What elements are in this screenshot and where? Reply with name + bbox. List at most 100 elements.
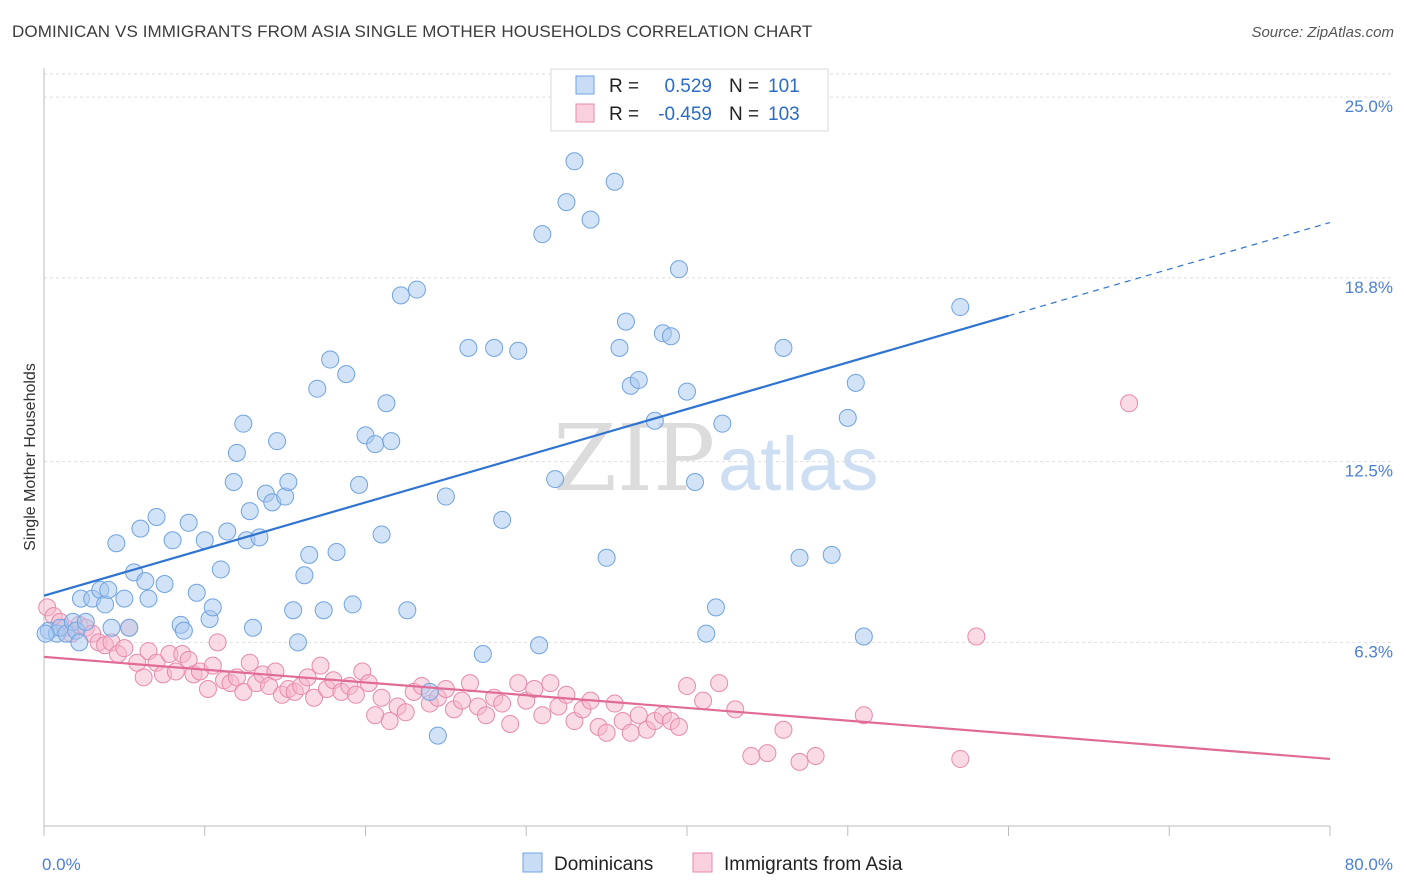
dominicans-point-15: [115, 589, 134, 608]
dominicans-point-12: [99, 580, 118, 599]
legend-r-label-1: R =: [609, 104, 639, 125]
dominicans-point-59: [377, 394, 396, 413]
dominicans-point-72: [530, 636, 549, 655]
dominicans-point-50: [314, 601, 333, 620]
immigrants-point-43: [311, 656, 330, 675]
grid-lines: [44, 73, 1394, 643]
watermark-zip: ZIP: [553, 405, 715, 512]
immigrants-point-71: [525, 679, 544, 698]
legend-r-value-0: 0.529: [664, 76, 712, 97]
dominicans-point-39: [250, 528, 269, 547]
immigrants-point-91: [694, 691, 713, 710]
dominicans-point-11: [96, 595, 115, 614]
dominicans-point-46: [288, 633, 307, 652]
dominicans-point-47: [295, 566, 314, 585]
legend-n-label-1: N =: [729, 104, 759, 125]
immigrants-point-68: [501, 714, 520, 733]
dominicans-point-99: [951, 298, 970, 317]
legend-r-value-1: -0.459: [658, 104, 712, 125]
bottom-legend-label-immigrants: Immigrants from Asia: [724, 854, 903, 875]
series-legend: Dominicans Immigrants from Asia: [522, 852, 903, 875]
dominicans-point-94: [790, 548, 809, 567]
dominicans-point-88: [678, 382, 696, 401]
dominicans-point-66: [436, 487, 455, 506]
immigrants-point-75: [557, 685, 576, 704]
dominicans-point-49: [308, 379, 327, 398]
dominicans-point-57: [366, 435, 385, 454]
dominicans-point-42: [268, 432, 287, 451]
dominicans-point-38: [243, 618, 262, 637]
immigrants-point-42: [305, 688, 324, 707]
dominicans-point-55: [350, 475, 369, 494]
immigrants-point-72: [533, 706, 552, 725]
dominicans-trend-extension: [1008, 221, 1331, 317]
immigrants-point-73: [541, 674, 560, 693]
dominicans-point-69: [485, 338, 504, 357]
immigrants-point-101: [967, 627, 986, 646]
dominicans-point-76: [565, 152, 584, 171]
immigrants-point-65: [477, 706, 496, 725]
immigrants-trend-line: [43, 655, 1331, 761]
dominicans-point-51: [321, 350, 340, 369]
y-tick-label-3: 25.0%: [1345, 97, 1393, 116]
dominicans-point-100: [36, 624, 55, 643]
dominicans-point-81: [616, 312, 635, 331]
x-ticks: [43, 826, 1331, 836]
dominicans-point-73: [533, 225, 552, 244]
dominicans-point-52: [327, 542, 346, 561]
legend-n-label-0: N =: [729, 76, 759, 97]
dominicans-point-8: [76, 612, 95, 631]
dominicans-point-16: [120, 618, 139, 637]
dominicans-point-89: [686, 472, 705, 491]
dominicans-point-53: [337, 365, 356, 384]
dominicans-point-93: [774, 338, 793, 357]
bottom-legend-swatch-immigrants: [692, 852, 713, 873]
dominicans-point-65: [428, 726, 447, 745]
bottom-legend-swatch-dominicans: [522, 852, 543, 873]
immigrants-point-100: [951, 749, 970, 768]
immigrants-point-25: [198, 679, 217, 698]
dominicans-point-62: [398, 601, 417, 620]
dominicans-point-60: [382, 432, 401, 451]
dominicans-point-32: [218, 522, 237, 541]
dominicans-point-37: [240, 502, 259, 521]
correlation-legend: R = 0.529 N = 101 R = -0.459 N = 103: [550, 68, 829, 132]
dominicans-point-13: [102, 618, 121, 637]
y-tick-label-1: 12.5%: [1345, 462, 1393, 481]
immigrants-point-12: [115, 639, 134, 658]
dominicans-point-97: [846, 373, 865, 392]
immigrants-point-62: [452, 691, 471, 710]
immigrants-point-95: [758, 744, 777, 763]
dominicans-point-23: [163, 531, 182, 550]
dominicans-point-45: [284, 601, 303, 620]
series-dominicans-points: [36, 152, 970, 745]
dominicans-trend-line: [43, 314, 1009, 597]
dominicans-point-67: [459, 338, 478, 357]
dominicans-point-6: [70, 633, 89, 652]
immigrants-point-84: [629, 706, 648, 725]
dominicans-point-18: [131, 519, 150, 538]
dominicans-point-87: [669, 260, 688, 279]
dominicans-point-30: [203, 598, 222, 617]
immigrants-point-31: [234, 682, 253, 701]
immigrants-point-53: [380, 712, 399, 731]
dominicans-point-31: [211, 560, 230, 579]
dominicans-point-64: [420, 682, 439, 701]
dominicans-point-78: [597, 548, 616, 567]
legend-swatch-dominicans: [575, 75, 595, 95]
immigrants-point-102: [1120, 394, 1139, 413]
dominicans-point-20: [139, 589, 158, 608]
immigrants-point-55: [396, 703, 415, 722]
immigrants-point-27: [208, 633, 227, 652]
immigrants-point-89: [669, 717, 688, 736]
dominicans-point-34: [227, 443, 246, 462]
legend-n-value-0: 101: [768, 76, 800, 97]
dominicans-point-90: [697, 624, 716, 643]
source-label: Source: ZipAtlas.com: [1251, 24, 1394, 41]
watermark-atlas: atlas: [718, 422, 879, 507]
legend-n-value-1: 103: [768, 104, 800, 125]
dominicans-point-68: [473, 644, 492, 663]
dominicans-point-80: [610, 338, 629, 357]
dominicans-point-19: [136, 572, 155, 591]
immigrants-point-52: [372, 688, 391, 707]
